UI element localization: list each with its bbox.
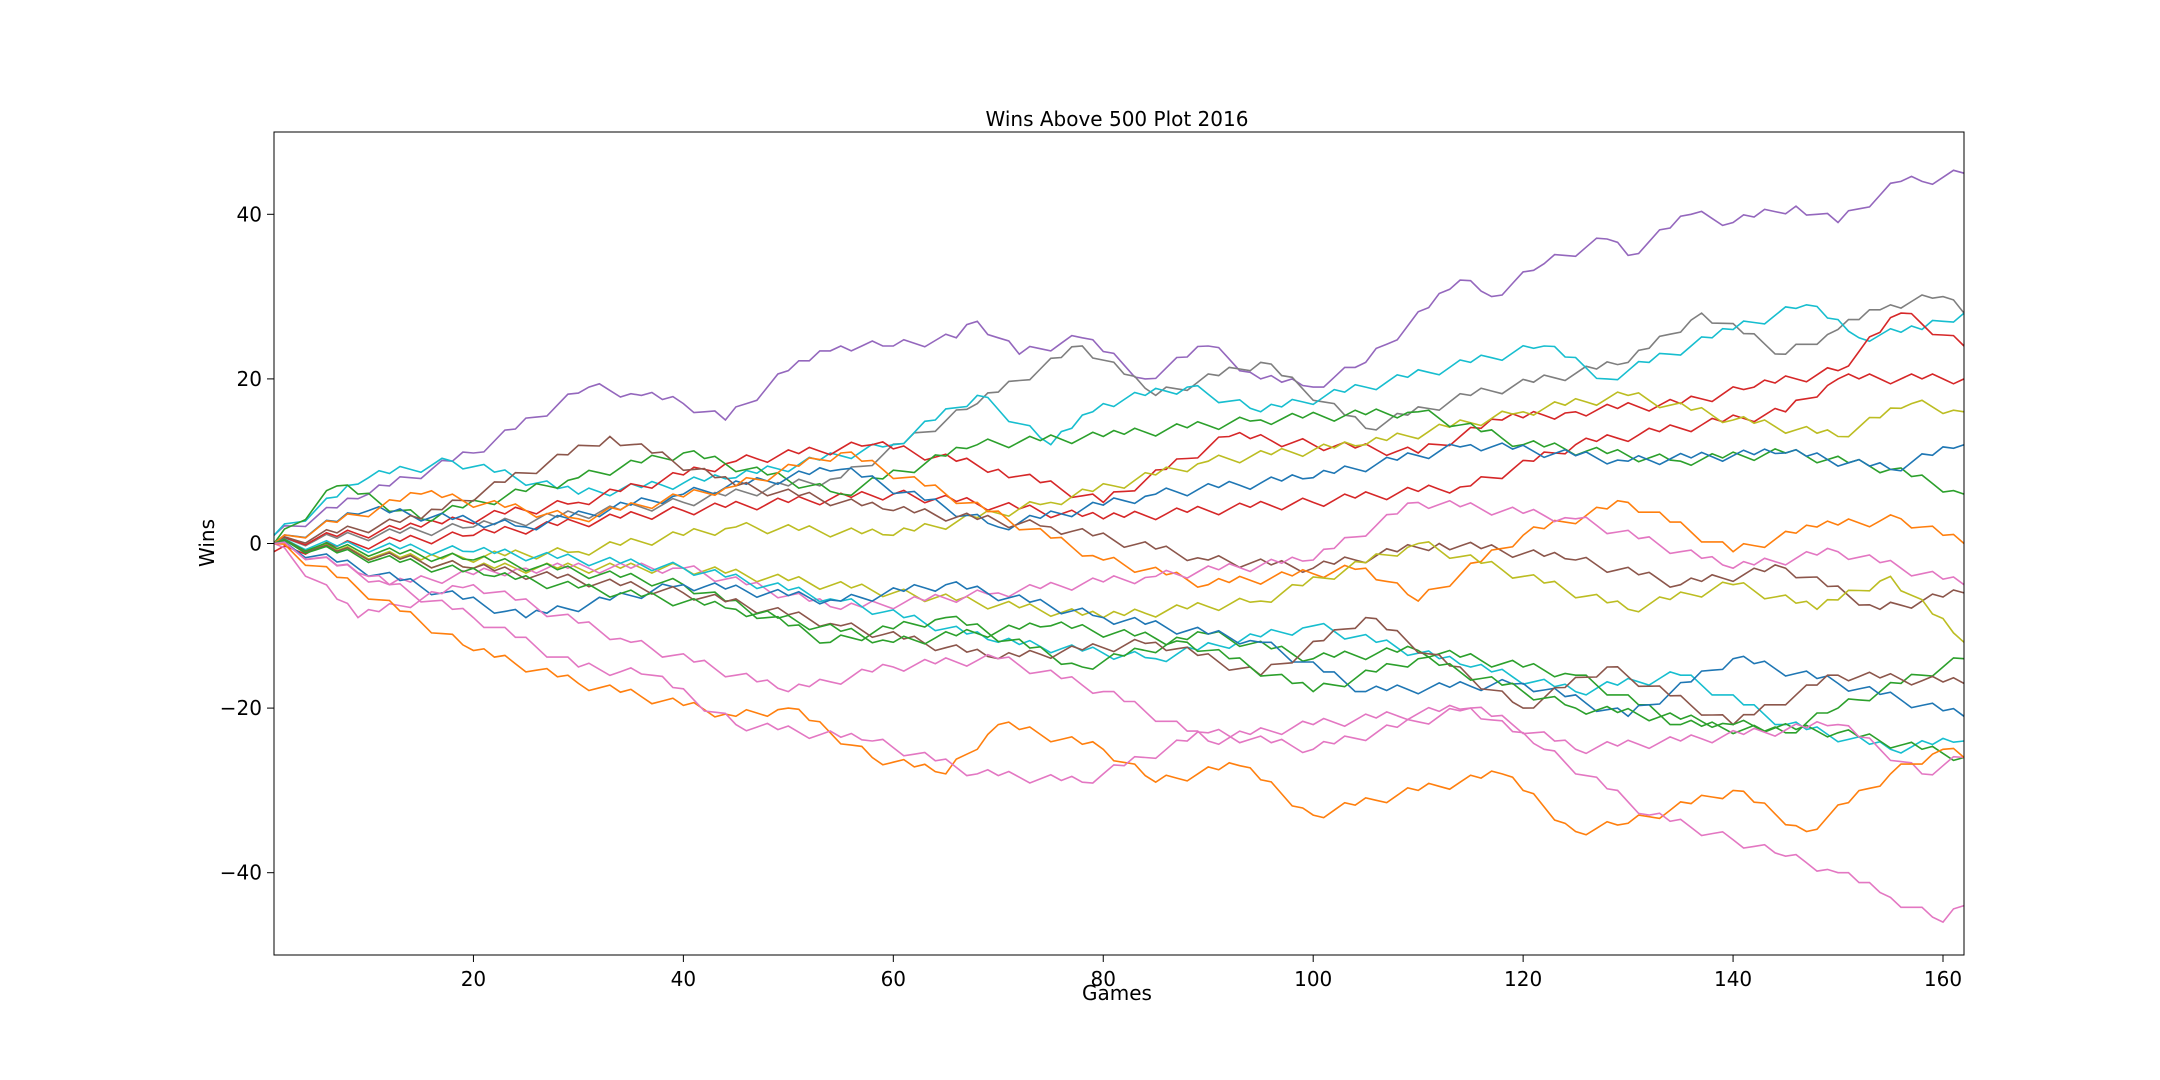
series-line-5 [273, 373, 1965, 555]
y-tick-label: 0 [249, 532, 262, 556]
series-line-9 [273, 435, 1965, 611]
y-tick-label: 20 [237, 367, 262, 391]
y-axis-ticks: −40 −20 0 20 40 [220, 202, 274, 885]
series-line-17 [273, 539, 1965, 762]
chart-title: Wins Above 500 Plot 2016 [986, 107, 1249, 131]
series-line-13 [273, 538, 1965, 754]
series-line-4 [273, 312, 1965, 546]
x-tick-label: 80 [1091, 967, 1116, 991]
x-axis-ticks: 20 40 60 80 100 120 140 160 [461, 955, 1962, 991]
x-tick-label: 20 [461, 967, 486, 991]
series-line-11 [273, 539, 1965, 643]
x-axis-title: Games [1082, 981, 1152, 1005]
x-tick-label: 100 [1294, 967, 1332, 991]
series-line-19 [273, 542, 1965, 836]
series-line-14 [273, 538, 1965, 735]
series-line-6 [273, 391, 1965, 564]
x-tick-label: 60 [881, 967, 906, 991]
series-line-16 [273, 539, 1965, 726]
series-layer [273, 169, 1965, 924]
series-line-7 [273, 408, 1965, 544]
y-tick-label: −20 [220, 696, 262, 720]
x-tick-label: 120 [1504, 967, 1542, 991]
series-line-1 [273, 169, 1965, 536]
x-tick-label: 40 [671, 967, 696, 991]
x-tick-label: 160 [1924, 967, 1962, 991]
y-tick-label: −40 [220, 861, 262, 885]
y-axis-title: Wins [195, 519, 219, 567]
y-tick-label: 40 [237, 202, 262, 226]
series-line-8 [273, 442, 1965, 545]
x-tick-label: 140 [1714, 967, 1752, 991]
series-line-10 [273, 451, 1965, 603]
series-line-18 [273, 542, 1965, 776]
series-line-20 [273, 541, 1965, 924]
series-line-2 [273, 294, 1965, 547]
series-line-12 [273, 499, 1965, 611]
series-line-15 [273, 540, 1965, 718]
